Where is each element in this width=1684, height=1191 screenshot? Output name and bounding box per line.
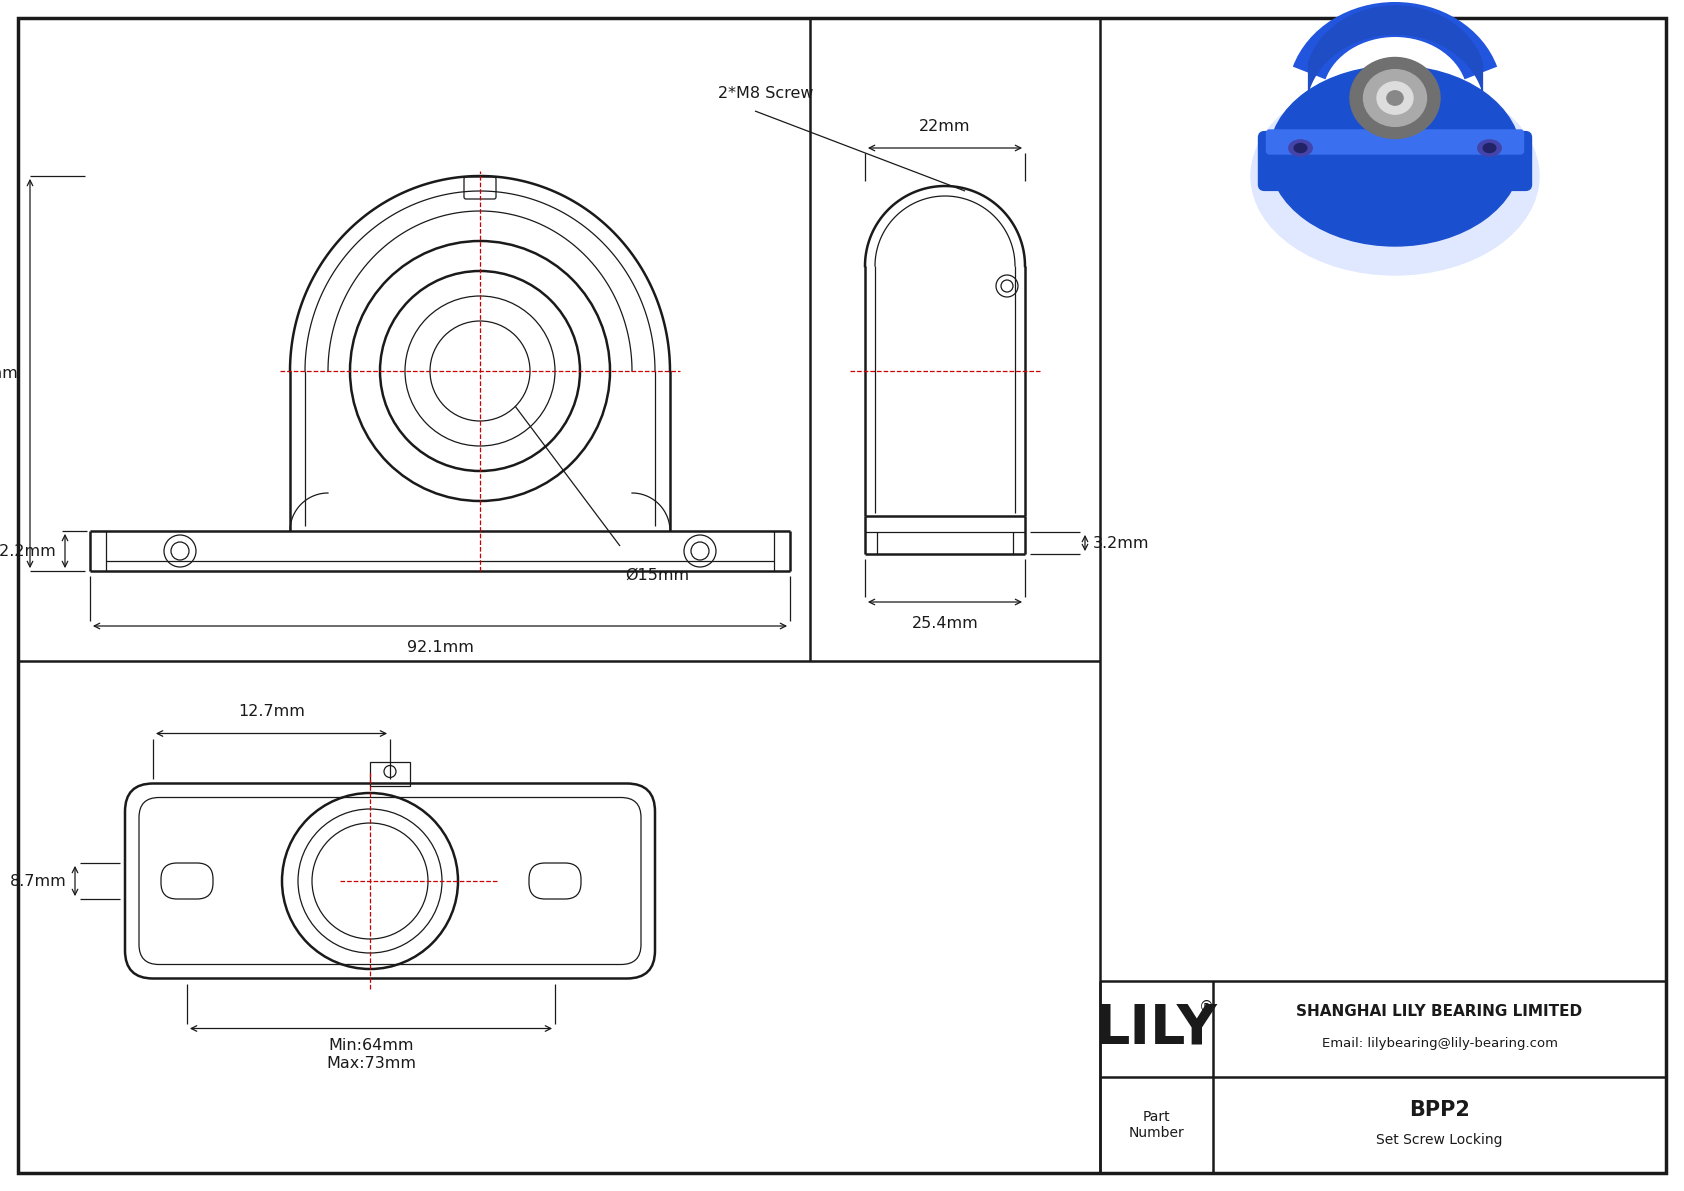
Text: Email: lilybearing@lily-bearing.com: Email: lilybearing@lily-bearing.com [1322,1037,1558,1050]
Ellipse shape [1378,82,1413,114]
Text: 44.5mm: 44.5mm [0,366,19,381]
Ellipse shape [1251,77,1539,275]
Text: SHANGHAI LILY BEARING LIMITED: SHANGHAI LILY BEARING LIMITED [1297,1004,1583,1019]
Bar [370,761,409,786]
Text: 12.7mm: 12.7mm [237,705,305,719]
Ellipse shape [1295,143,1307,152]
Text: 22mm: 22mm [919,119,970,135]
Ellipse shape [1484,143,1495,152]
Text: Max:73mm: Max:73mm [327,1056,416,1072]
Text: ®: ® [1199,999,1214,1015]
Text: BPP2: BPP2 [1410,1100,1470,1120]
Ellipse shape [1479,139,1500,156]
Ellipse shape [1351,57,1440,138]
Text: 2*M8 Screw: 2*M8 Screw [717,86,813,101]
Text: Set Screw Locking: Set Screw Locking [1376,1133,1502,1147]
Ellipse shape [1388,91,1403,105]
FancyBboxPatch shape [1258,131,1531,191]
Text: Part
Number: Part Number [1128,1110,1184,1140]
Text: 8.7mm: 8.7mm [10,873,67,888]
Text: 92.1mm: 92.1mm [406,640,473,655]
Ellipse shape [1270,66,1521,247]
Text: 25.4mm: 25.4mm [911,616,978,631]
Ellipse shape [1288,139,1312,156]
Text: Min:64mm: Min:64mm [328,1039,414,1054]
FancyBboxPatch shape [1266,130,1524,154]
Text: LILY: LILY [1095,1002,1218,1056]
Ellipse shape [1364,69,1426,126]
Text: Ø15mm: Ø15mm [625,568,689,584]
Text: 3.2mm: 3.2mm [1093,536,1150,550]
Text: 22.2mm: 22.2mm [0,543,57,559]
